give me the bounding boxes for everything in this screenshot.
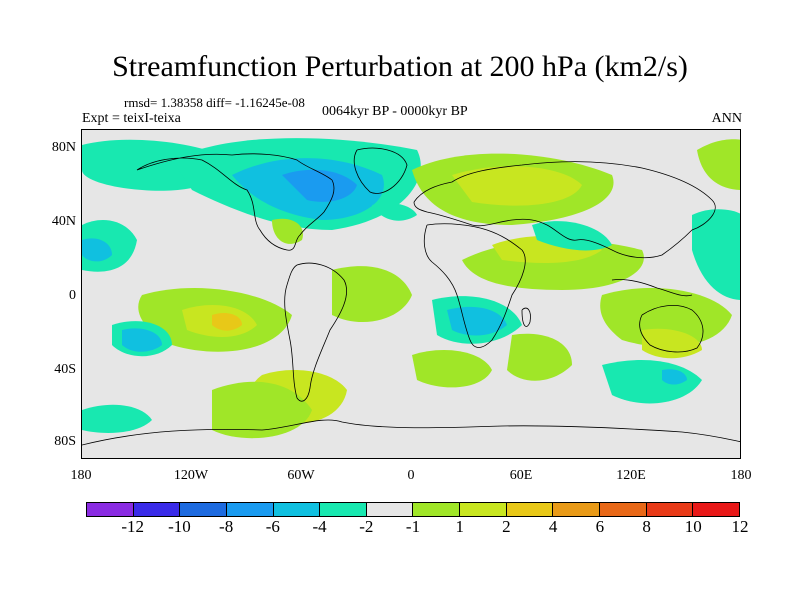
contour-fills: [82, 138, 740, 439]
lat-label-80s: 80S: [54, 434, 76, 449]
experiment-label: Expt = teixI-teixa: [82, 111, 181, 126]
lat-label-40n: 40N: [51, 214, 76, 229]
lon-label-0: 0: [407, 468, 415, 483]
lat-label-80n: 80N: [51, 140, 76, 155]
colorbar-segment: [133, 503, 181, 516]
colorbar-tick-label: -10: [168, 517, 191, 536]
colorbar-tick-label: -12: [121, 517, 145, 536]
colorbar-segment: [413, 503, 461, 516]
colorbar: [86, 502, 740, 517]
colorbar-tick-label: -6: [265, 517, 280, 536]
plot-title: Streamfunction Perturbation at 200 hPa (…: [112, 50, 688, 83]
colorbar-segment: [366, 503, 414, 516]
colorbar-tick-label: -2: [359, 517, 374, 536]
lat-label-0: 0: [69, 288, 76, 303]
colorbar-tick-label: -4: [312, 517, 327, 536]
lon-label-180e: 180: [730, 468, 752, 483]
colorbar-tick-label: -1: [405, 517, 421, 536]
colorbar-tick-label: 2: [502, 517, 511, 536]
colorbar-segment: [506, 503, 554, 516]
lat-label-40s: 40S: [54, 362, 76, 377]
colorbar-tick-label: 12: [731, 517, 749, 536]
colorbar-segment: [87, 503, 134, 516]
colorbar-tick-label: 4: [548, 517, 558, 536]
colorbar-segment: [553, 503, 601, 516]
colorbar-tick-label: -8: [219, 517, 234, 536]
colorbar-tick-label: 1: [455, 517, 464, 536]
map-svg: [82, 130, 740, 458]
season-label: ANN: [711, 111, 742, 126]
colorbar-segment: [646, 503, 694, 516]
colorbar-segment: [600, 503, 647, 516]
map-panel: [81, 129, 741, 459]
lon-label-180w: 180: [70, 468, 92, 483]
lon-label-60e: 60E: [509, 468, 533, 483]
stats-text: rmsd= 1.38358 diff= -1.16245e-08: [124, 95, 305, 110]
colorbar-segment: [273, 503, 321, 516]
colorbar-segment: [180, 503, 227, 516]
coastlines: [82, 147, 740, 446]
colorbar-tick-label: 8: [642, 517, 651, 536]
lon-label-60w: 60W: [287, 468, 315, 483]
colorbar-tick-label: 6: [595, 517, 605, 536]
period-label: 0064kyr BP - 0000kyr BP: [322, 104, 468, 119]
colorbar-tick-label: 10: [684, 517, 702, 536]
lon-label-120e: 120E: [616, 468, 646, 483]
colorbar-segment: [693, 503, 739, 516]
colorbar-segment: [460, 503, 507, 516]
colorbar-segment: [320, 503, 367, 516]
lon-label-120w: 120W: [173, 468, 209, 483]
colorbar-segment: [226, 503, 274, 516]
